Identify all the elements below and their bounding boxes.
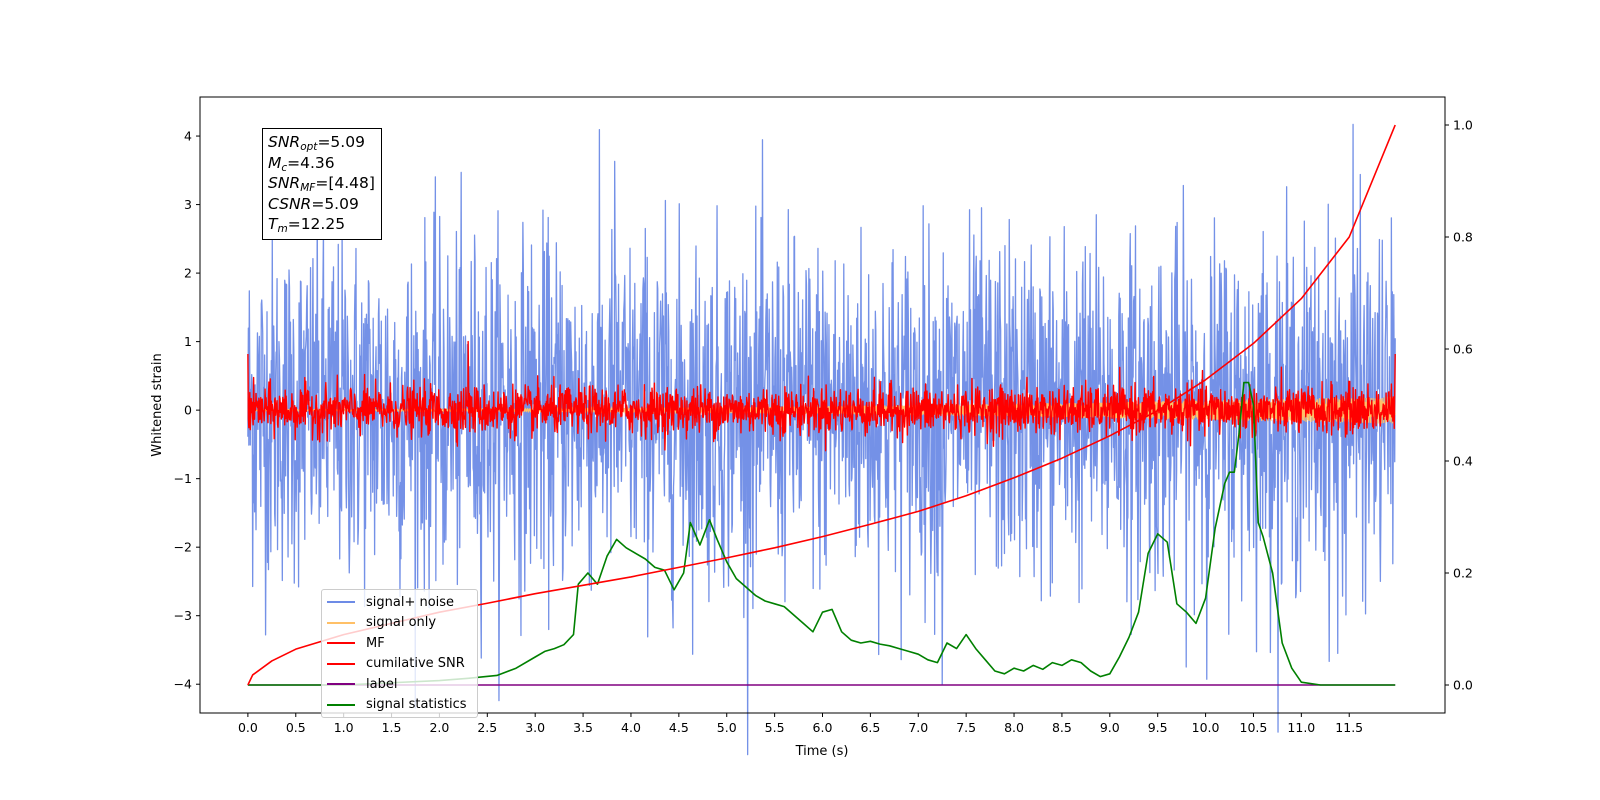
info-line-snr-mf: SNRMF=[4.48] [268,174,375,194]
x-tick-label: 7.5 [956,720,976,735]
x-tick-label: 9.0 [1100,720,1120,735]
y-left-tick-label: −2 [174,540,192,555]
x-tick-label: 1.0 [334,720,354,735]
x-tick-label: 7.0 [908,720,928,735]
x-tick-label: 0.5 [286,720,306,735]
x-tick-label: 4.5 [669,720,689,735]
chart-legend: signal+ noise signal only MF cumilative … [321,589,478,718]
y-left-tick-label: 0 [184,403,192,418]
legend-label: MF [366,635,385,651]
legend-label: label [366,676,398,692]
legend-item-signal-noise: signal+ noise [322,592,477,613]
x-tick-label: 2.5 [477,720,497,735]
y-left-tick-label: 1 [184,334,192,349]
info-line-csnr: CSNR=5.09 [268,194,359,213]
info-line-mc: Mc=4.36 [268,153,335,174]
x-tick-label: 10.5 [1240,720,1268,735]
info-line-snr-opt: SNRopt=5.09 [268,133,365,153]
x-tick-label: 10.0 [1192,720,1220,735]
y-axis-right-ticks: 1.0 0.8 0.6 0.4 0.2 0.0 [1445,118,1473,693]
y-left-tick-label: 3 [184,197,192,212]
legend-label: signal only [366,615,437,631]
legend-label: signal+ noise [366,594,455,610]
x-tick-label: 3.0 [525,720,545,735]
x-tick-label: 5.5 [765,720,785,735]
x-tick-label: 9.5 [1148,720,1168,735]
x-tick-label: 3.5 [573,720,593,735]
info-line-tm: Tm=12.25 [268,215,346,235]
y-right-tick-label: 1.0 [1453,118,1473,133]
legend-item-mf: MF [322,633,477,654]
y-right-tick-label: 0.6 [1453,342,1473,357]
legend-swatch [327,662,355,665]
y-left-tick-label: −3 [174,608,192,623]
legend-swatch [327,642,355,645]
x-tick-label: 5.0 [717,720,737,735]
y-left-tick-label: −4 [174,677,192,692]
y-left-tick-label: −1 [174,471,192,486]
legend-swatch [327,621,355,624]
x-axis-title: Time (s) [795,744,849,759]
snr-info-box: SNRopt=5.09 Mc=4.36 SNRMF=[4.48] CSNR=5.… [262,128,382,240]
x-tick-label: 11.5 [1335,720,1363,735]
y-axis-title: Whitened strain [150,353,165,456]
legend-swatch [327,601,355,604]
x-tick-label: 8.0 [1004,720,1024,735]
legend-swatch [327,683,355,686]
y-right-tick-label: 0.0 [1453,678,1473,693]
legend-item-signal-statistics: signal statistics [322,695,477,716]
x-tick-label: 6.5 [860,720,880,735]
legend-item-label: label [322,674,477,695]
x-tick-label: 6.0 [813,720,833,735]
series-line-5 [247,381,1396,686]
y-right-tick-label: 0.4 [1453,454,1473,469]
x-tick-label: 11.0 [1287,720,1315,735]
x-tick-label: 2.0 [429,720,449,735]
y-right-tick-label: 0.8 [1453,230,1473,245]
x-tick-label: 8.5 [1052,720,1072,735]
y-axis-left-ticks: 4 3 2 1 0 −1 −2 −3 −4 [174,129,200,692]
legend-item-signal-only: signal only [322,613,477,634]
x-tick-label: 4.0 [621,720,641,735]
x-tick-label: 0.0 [238,720,258,735]
x-tick-label: 1.5 [382,720,402,735]
legend-label: cumilative SNR [366,656,465,672]
legend-swatch [327,703,355,706]
legend-label: signal statistics [366,697,467,713]
y-left-tick-label: 2 [184,266,192,281]
legend-item-cumulative-snr: cumilative SNR [322,654,477,675]
series-line-2 [247,340,1396,452]
x-axis-ticks: 0.0 0.5 1.0 1.5 2.0 2.5 3.0 3.5 4.0 4.5 5.0 5.5 6.0 6… [238,713,1363,735]
y-left-tick-label: 4 [184,129,192,144]
y-right-tick-label: 0.2 [1453,566,1473,581]
